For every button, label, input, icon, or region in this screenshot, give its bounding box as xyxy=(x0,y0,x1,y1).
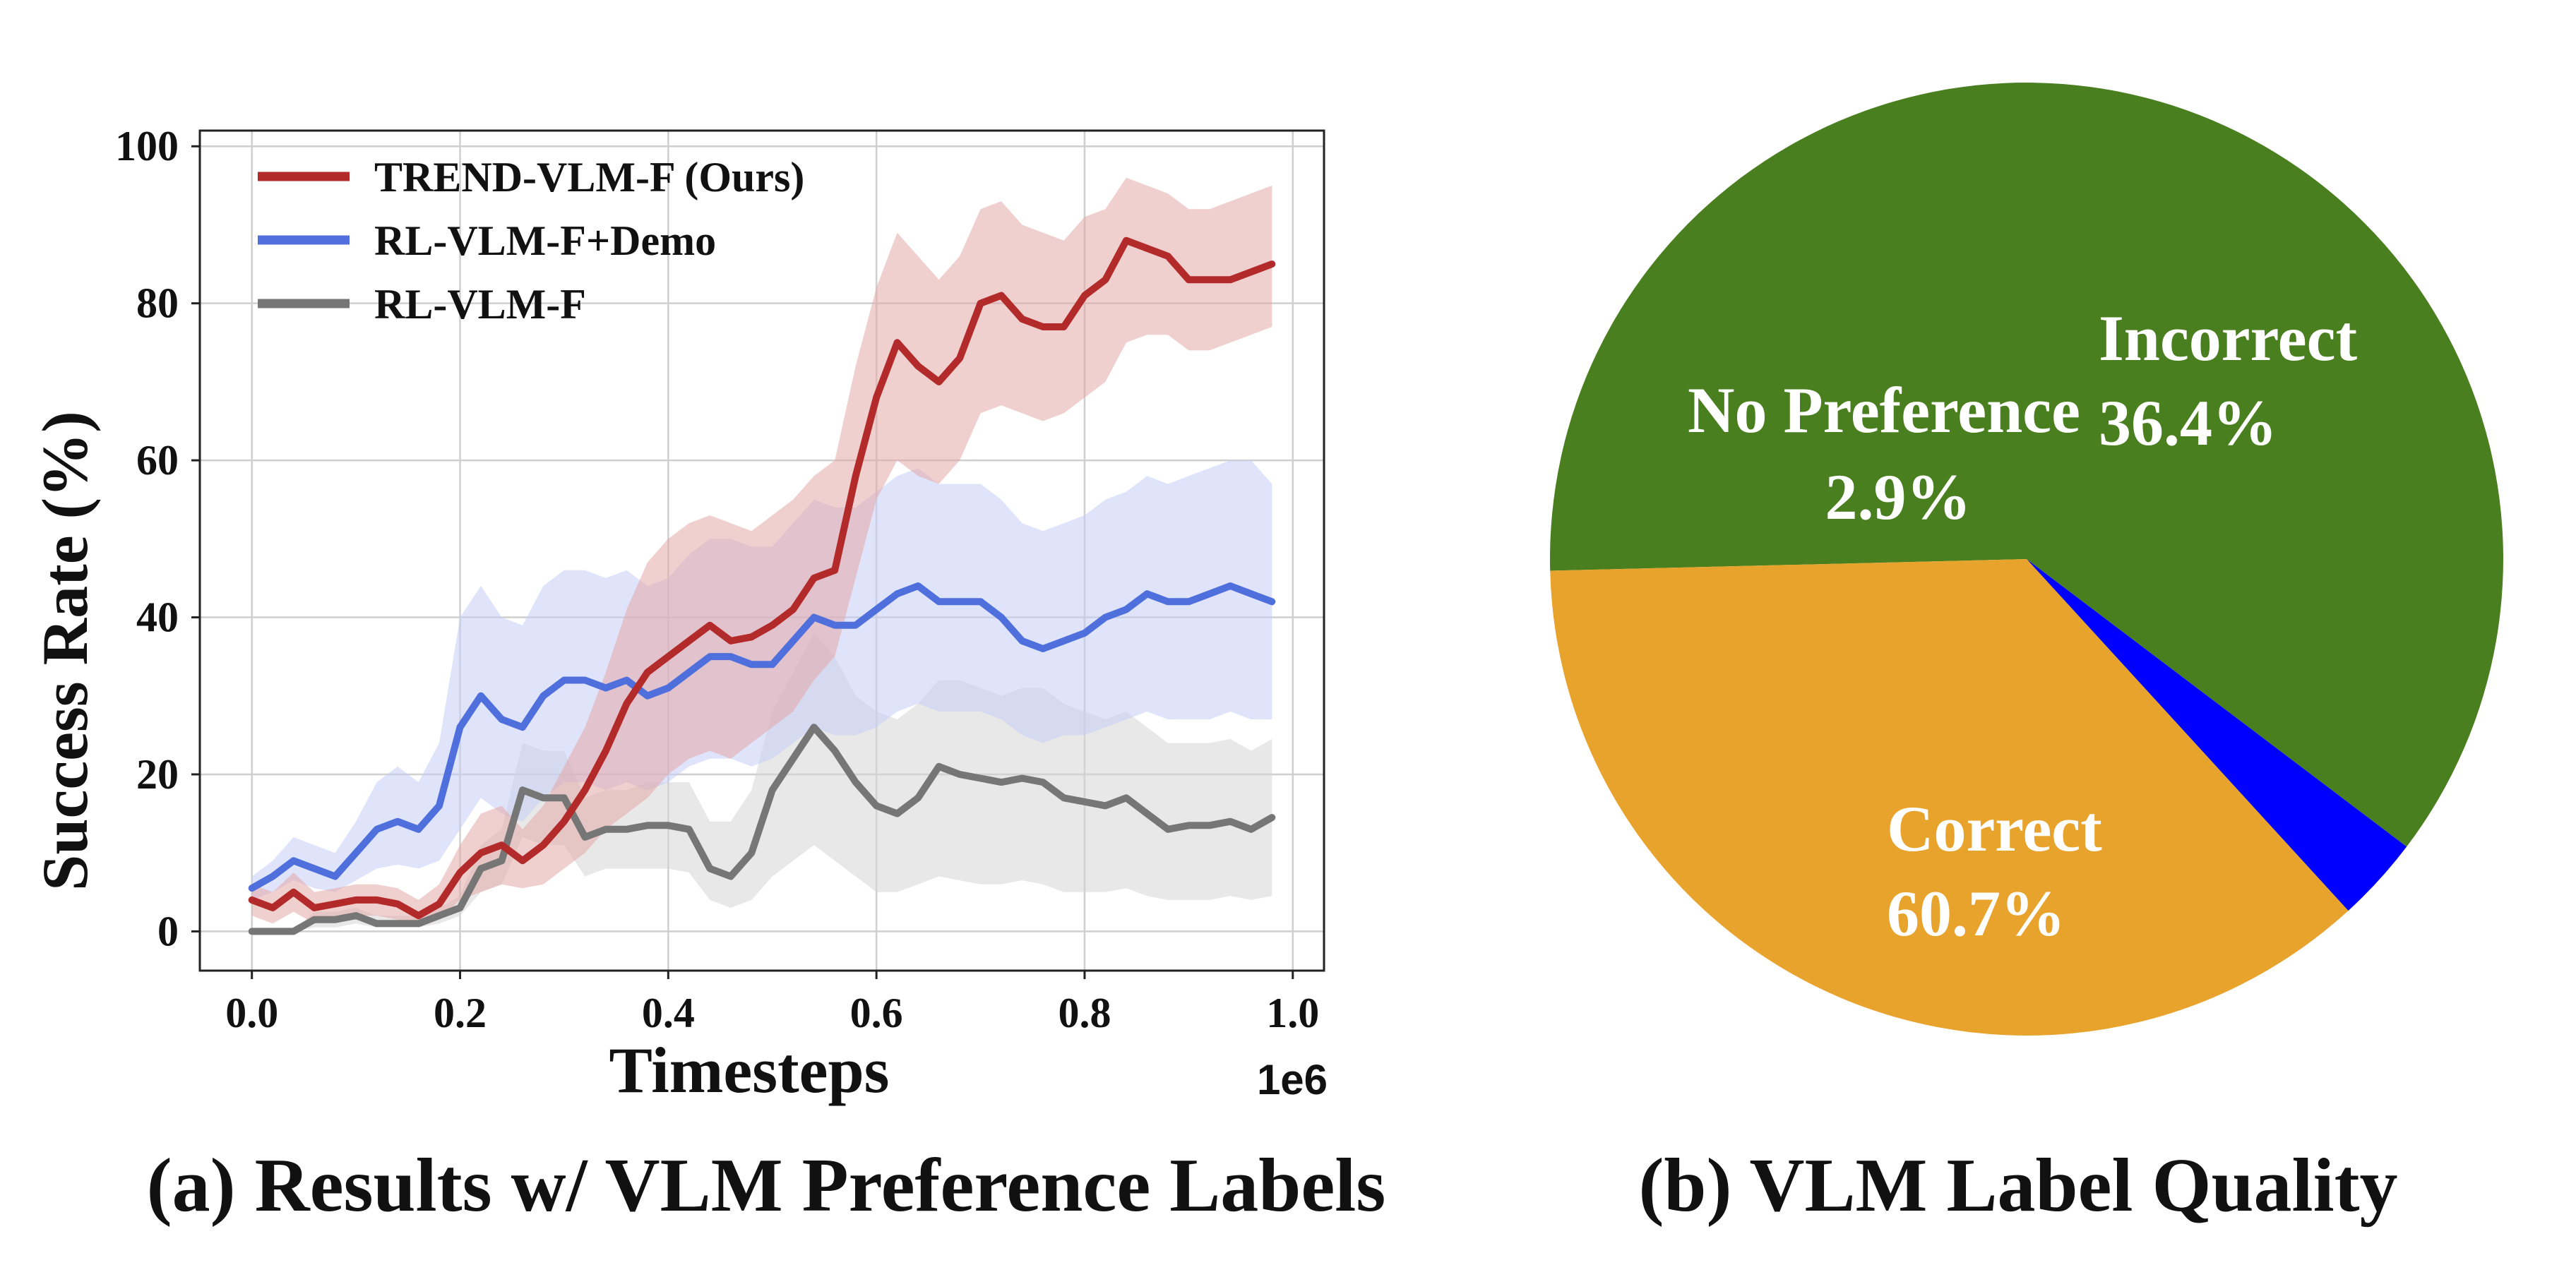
pie-slice-no-preference xyxy=(2027,559,2407,911)
x-tick-label: 0.4 xyxy=(642,990,695,1036)
confidence-bands xyxy=(251,177,1272,932)
x-axis-offset-label: 1e6 xyxy=(1257,1056,1328,1103)
x-tick-label: 0.6 xyxy=(850,990,903,1036)
caption-b: (b) VLM Label Quality xyxy=(1638,1144,2397,1228)
y-tick-label: 60 xyxy=(136,437,179,484)
legend-label: RL-VLM-F xyxy=(374,281,586,328)
band-trend-vlm-f-ours- xyxy=(251,177,1272,928)
pie-slice-correct xyxy=(1549,83,2503,847)
legend-label: RL-VLM-F+Demo xyxy=(374,217,716,264)
legend-label: TREND-VLM-F (Ours) xyxy=(374,154,804,200)
line-rl-vlm-f-demo xyxy=(248,582,1276,892)
series-lines xyxy=(248,236,1276,935)
y-tick-label: 20 xyxy=(136,751,179,798)
y-tick-label: 40 xyxy=(136,594,179,641)
x-tick-label: 0.8 xyxy=(1058,990,1111,1036)
pie-pct-incorrect: 36.4% xyxy=(2099,387,2277,459)
caption-a: (a) Results w/ VLM Preference Labels xyxy=(147,1144,1386,1228)
legend: TREND-VLM-F (Ours) RL-VLM-F+Demo RL-VLM-F xyxy=(258,154,804,328)
pie-label-no-preference: No Preference xyxy=(1688,374,2080,446)
x-tick-label: 0.0 xyxy=(225,990,278,1036)
y-tick-label: 0 xyxy=(157,908,179,954)
pie-slices xyxy=(1549,83,2503,1036)
y-tick-label: 100 xyxy=(115,123,179,169)
line-chart-panel: 0.0 0.2 0.4 0.6 0.8 1.0 0 20 40 60 80 100 TREND-VLM… xyxy=(29,123,1385,1228)
plot-frame xyxy=(198,129,1325,972)
pie-label-incorrect: Incorrect xyxy=(2099,302,2357,374)
x-tick-label: 0.2 xyxy=(434,990,487,1036)
x-axis-label: Timesteps xyxy=(609,1034,890,1106)
pie-pct-no-preference: 2.9% xyxy=(1825,461,1972,533)
y-tick-label: 80 xyxy=(136,280,179,327)
pie-pct-correct: 60.7% xyxy=(1887,877,2065,949)
pie-label-correct: Correct xyxy=(1887,793,2102,865)
x-tick-label: 1.0 xyxy=(1266,990,1319,1036)
line-rl-vlm-f xyxy=(248,724,1276,935)
y-axis-label: Success Rate (%) xyxy=(29,411,101,891)
line-trend-vlm-f-ours- xyxy=(248,236,1276,920)
pie-chart-panel: Incorrect 36.4% No Preference 2.9% Corre… xyxy=(1549,83,2503,1228)
axis-ticks: 0.0 0.2 0.4 0.6 0.8 1.0 0 20 40 60 80 100 xyxy=(115,123,1319,1036)
pie-slice-incorrect xyxy=(1550,559,2349,1036)
